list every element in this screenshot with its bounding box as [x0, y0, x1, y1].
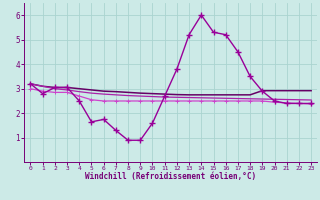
X-axis label: Windchill (Refroidissement éolien,°C): Windchill (Refroidissement éolien,°C): [85, 172, 256, 181]
